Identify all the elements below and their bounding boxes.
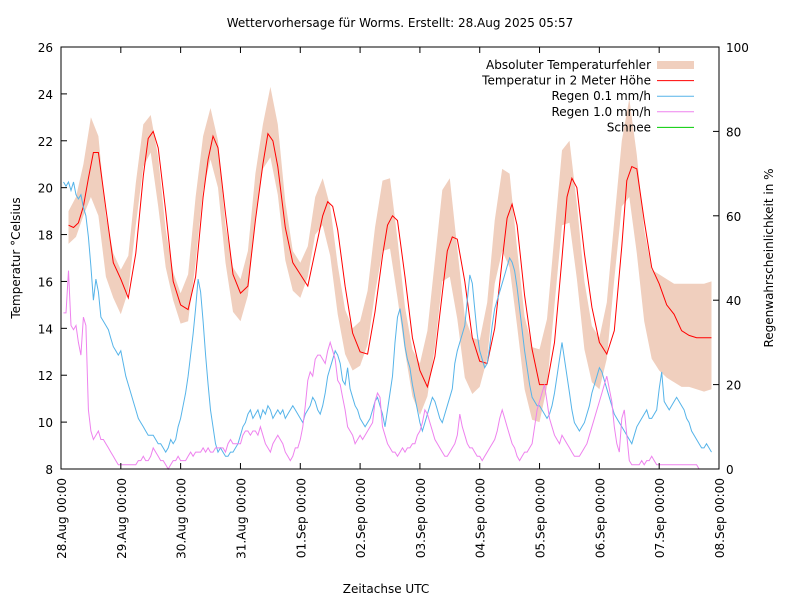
x-tick-label: 28.Aug 00:00 [55, 478, 69, 559]
y-axis-label: Temperatur °Celsius [9, 197, 23, 319]
chart-title: Wettervorhersage für Worms. Erstellt: 28… [227, 16, 574, 30]
y-tick-label: 12 [38, 369, 53, 383]
legend-label: Absoluter Temperaturfehler [486, 58, 651, 72]
y-tick-label: 16 [38, 275, 53, 289]
x-tick-label: 03.Sep 00:00 [414, 478, 428, 558]
y2-tick-label: 20 [726, 379, 741, 393]
rain-1-0-line [63, 270, 700, 470]
legend-label: Regen 1.0 mm/h [551, 105, 651, 119]
temperature-line [68, 130, 712, 389]
x-tick-label: 04.Sep 00:00 [474, 478, 488, 558]
plot-frame [60, 46, 720, 470]
x-tick-label: 29.Aug 00:00 [115, 478, 129, 559]
legend-swatch-band [657, 61, 694, 69]
x-tick-label: 08.Sep 00:00 [713, 478, 727, 558]
y2-tick-label: 80 [726, 125, 741, 139]
temperature-error-band [68, 86, 712, 423]
y-tick-label: 22 [38, 135, 53, 149]
x-tick-label: 07.Sep 00:00 [653, 478, 667, 558]
x-tick-label: 31.Aug 00:00 [234, 478, 248, 559]
y2-tick-label: 40 [726, 294, 741, 308]
y2-tick-label: 100 [726, 41, 749, 55]
legend: Absoluter Temperaturfehler Temperatur in … [481, 58, 694, 134]
legend-label: Temperatur in 2 Meter Höhe [481, 74, 651, 88]
y-tick-label: 8 [45, 463, 53, 477]
x-tick-label: 06.Sep 00:00 [593, 478, 607, 558]
x-tick-label: 02.Sep 00:00 [354, 478, 368, 558]
legend-label: Regen 0.1 mm/h [551, 89, 651, 103]
y2-tick-label: 60 [726, 210, 741, 224]
legend-label: Schnee [607, 120, 651, 134]
axes-layer: 8 10 12 14 16 18 20 22 24 26 0 20 40 60 80 100 28.Aug 00… [38, 41, 749, 559]
x-tick-label: 30.Aug 00:00 [175, 478, 189, 559]
rain-0-1-line [63, 180, 712, 457]
series-layer [63, 86, 712, 470]
y2-axis-label: Regenwahrscheinlichkeit in % [762, 168, 776, 347]
y-tick-label: 14 [38, 322, 53, 336]
x-tick-label: 05.Sep 00:00 [534, 478, 548, 558]
y-tick-label: 26 [38, 41, 53, 55]
y-tick-label: 20 [38, 182, 53, 196]
y-tick-label: 10 [38, 416, 53, 430]
x-axis-label: Zeitachse UTC [343, 582, 429, 596]
y-tick-label: 24 [38, 88, 53, 102]
y2-tick-label: 0 [726, 463, 734, 477]
x-tick-label: 01.Sep 00:00 [294, 478, 308, 558]
y-tick-label: 18 [38, 229, 53, 243]
